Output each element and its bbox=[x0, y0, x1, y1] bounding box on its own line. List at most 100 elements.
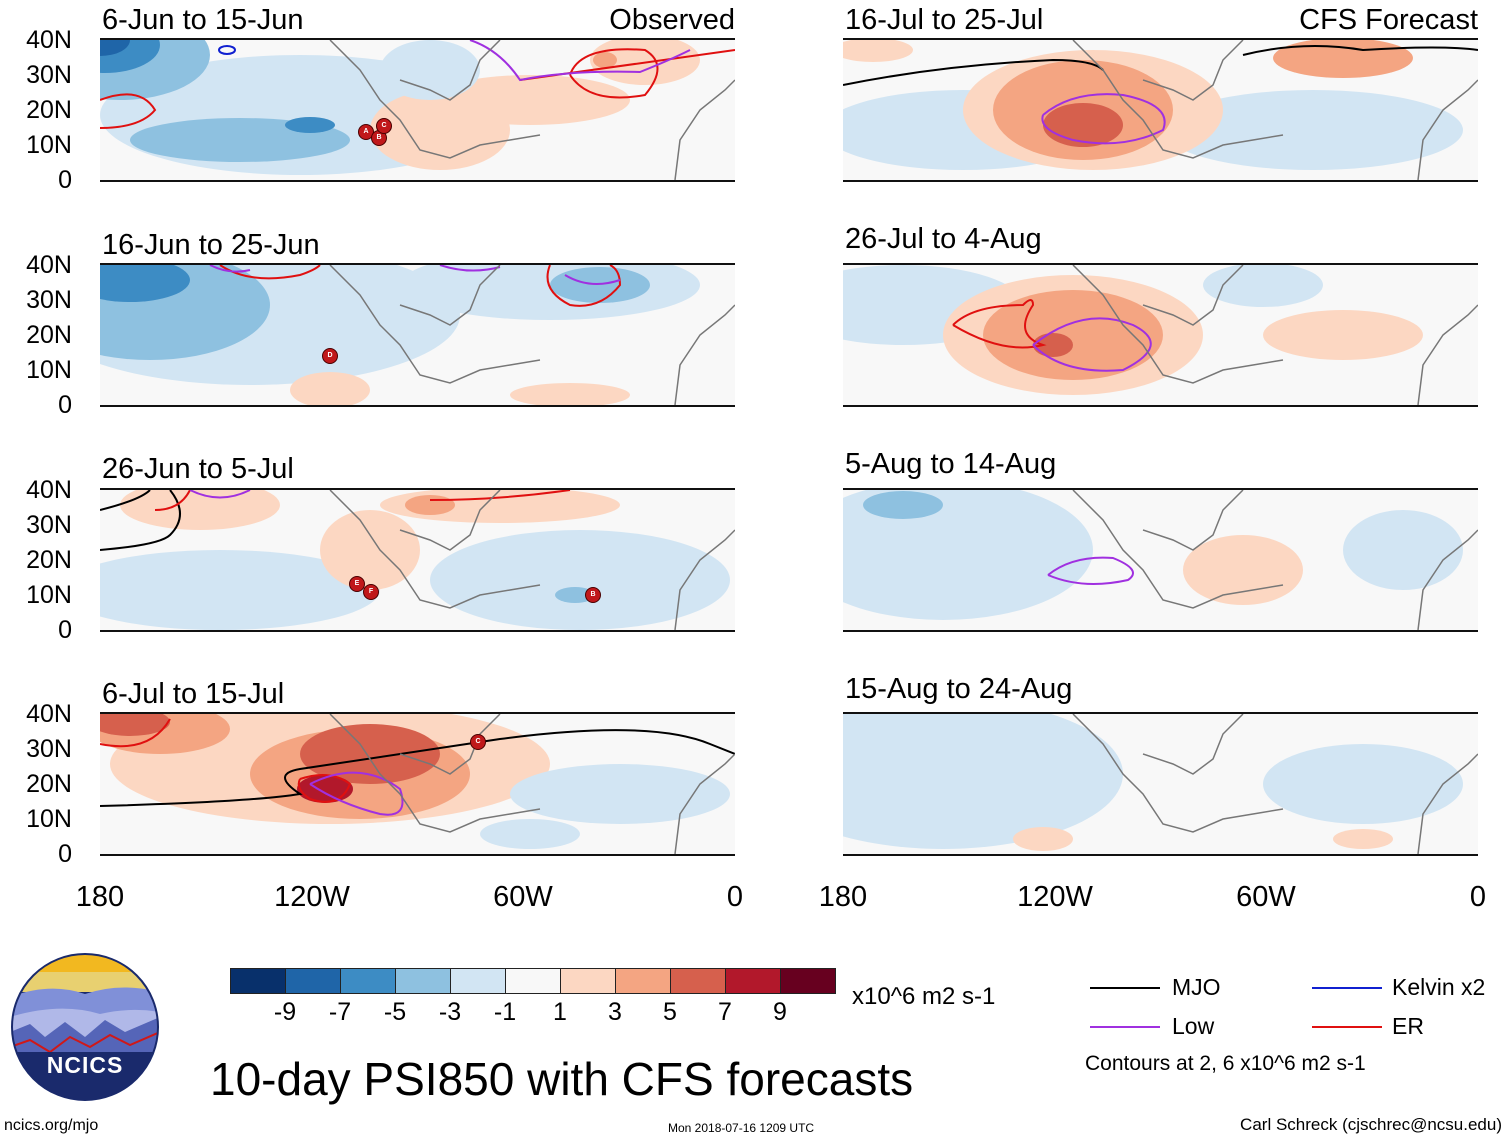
map-panel-5 bbox=[843, 38, 1478, 182]
colorbar bbox=[230, 968, 836, 994]
panel-title-2: 16-Jun to 25-Jun bbox=[102, 229, 320, 261]
lon-label: 180 bbox=[818, 881, 868, 913]
lat-label: 0 bbox=[58, 840, 72, 868]
lat-label: 30N bbox=[26, 735, 72, 763]
storm-marker: E bbox=[349, 576, 365, 592]
panel-title-3: 26-Jun to 5-Jul bbox=[102, 453, 294, 485]
lat-axis-2: 40N 30N 20N 10N 0 bbox=[0, 251, 72, 418]
lat-label: 40N bbox=[26, 700, 72, 728]
colorbar-tick: 1 bbox=[553, 998, 567, 1026]
footer-url: ncics.org/mjo bbox=[4, 1117, 99, 1134]
colorbar-tick: 5 bbox=[663, 998, 677, 1026]
panel-title-8: 15-Aug to 24-Aug bbox=[845, 673, 1073, 705]
colorbar-swatch bbox=[286, 969, 341, 993]
map-field-8 bbox=[843, 714, 1478, 854]
colorbar-swatch bbox=[781, 969, 835, 993]
ncics-logo-icon bbox=[11, 953, 159, 1101]
colorbar-swatch bbox=[341, 969, 396, 993]
legend-mjo-label: MJO bbox=[1172, 974, 1221, 1000]
colorbar-tick: -3 bbox=[438, 998, 462, 1026]
legend-kelvin-label: Kelvin x2 bbox=[1392, 974, 1486, 1000]
lat-label: 0 bbox=[58, 616, 72, 644]
lat-label: 40N bbox=[26, 26, 72, 54]
legend-low-label: Low bbox=[1172, 1013, 1215, 1039]
map-field-6 bbox=[843, 265, 1478, 405]
colorbar-swatch bbox=[671, 969, 726, 993]
lon-label: 0 bbox=[1469, 881, 1487, 913]
lat-label: 20N bbox=[26, 321, 72, 349]
panel-title-6: 26-Jul to 4-Aug bbox=[845, 223, 1042, 255]
colorbar-tick: -5 bbox=[383, 998, 407, 1026]
storm-marker: F bbox=[363, 584, 379, 600]
colorbar-swatch bbox=[561, 969, 616, 993]
legend-er-line bbox=[1312, 1026, 1382, 1028]
lat-label: 30N bbox=[26, 511, 72, 539]
legend-low-line bbox=[1090, 1026, 1160, 1028]
colorbar-swatch bbox=[451, 969, 506, 993]
map-field-1 bbox=[100, 40, 735, 180]
map-panel-4 bbox=[100, 712, 735, 856]
lon-label: 60W bbox=[1236, 881, 1296, 913]
lat-label: 0 bbox=[58, 391, 72, 419]
panel-title-4: 6-Jul to 15-Jul bbox=[102, 678, 285, 710]
lon-label: 0 bbox=[726, 881, 744, 913]
colorbar-tick: -1 bbox=[493, 998, 517, 1026]
logo-text: NCICS bbox=[46, 1052, 124, 1078]
colorbar-swatch bbox=[726, 969, 781, 993]
panel-title-7: 5-Aug to 14-Aug bbox=[845, 448, 1057, 480]
ncics-logo: NCICS bbox=[10, 952, 160, 1102]
map-field-5 bbox=[843, 40, 1478, 180]
lat-label: 10N bbox=[26, 131, 72, 159]
legend-er-label: ER bbox=[1392, 1013, 1424, 1039]
storm-marker: D bbox=[322, 348, 338, 364]
map-field-4 bbox=[100, 714, 735, 854]
colorbar-swatch bbox=[616, 969, 671, 993]
map-field-7 bbox=[843, 490, 1478, 630]
storm-marker: C bbox=[470, 734, 486, 750]
footer-timestamp: Mon 2018-07-16 1209 UTC bbox=[668, 1121, 815, 1135]
legend-kelvin-line bbox=[1312, 987, 1382, 989]
colorbar-tick: 3 bbox=[608, 998, 622, 1026]
map-panel-6 bbox=[843, 263, 1478, 407]
map-panel-3 bbox=[100, 488, 735, 632]
lat-label: 40N bbox=[26, 251, 72, 279]
lon-label: 120W bbox=[1017, 881, 1093, 913]
map-panel-7 bbox=[843, 488, 1478, 632]
lat-axis-4: 40N 30N 20N 10N 0 bbox=[0, 700, 72, 867]
map-panel-2 bbox=[100, 263, 735, 407]
footer-author: Carl Schreck (cjschrec@ncsu.edu) bbox=[1240, 1115, 1502, 1134]
lat-label: 30N bbox=[26, 61, 72, 89]
lon-label: 180 bbox=[75, 881, 125, 913]
map-field-3 bbox=[100, 490, 735, 630]
legend-mjo-line bbox=[1090, 987, 1160, 989]
panel-title-5: 16-Jul to 25-Jul bbox=[845, 4, 1044, 36]
lat-label: 30N bbox=[26, 286, 72, 314]
panel-label-observed: Observed bbox=[609, 4, 735, 36]
panel-label-cfs-forecast: CFS Forecast bbox=[1299, 4, 1478, 36]
lat-label: 10N bbox=[26, 356, 72, 384]
colorbar-tick: -9 bbox=[273, 998, 297, 1026]
lat-axis-3: 40N 30N 20N 10N 0 bbox=[0, 476, 72, 643]
storm-marker: C bbox=[376, 118, 392, 134]
lat-axis-1: 40N 30N 20N 10N 0 bbox=[0, 26, 72, 193]
map-panel-1 bbox=[100, 38, 735, 182]
map-panel-8 bbox=[843, 712, 1478, 856]
lat-label: 10N bbox=[26, 805, 72, 833]
colorbar-units: x10^6 m2 s-1 bbox=[852, 983, 996, 1010]
storm-marker: B bbox=[585, 587, 601, 603]
lat-label: 40N bbox=[26, 476, 72, 504]
lon-label: 120W bbox=[274, 881, 350, 913]
lat-label: 20N bbox=[26, 770, 72, 798]
lat-label: 10N bbox=[26, 581, 72, 609]
colorbar-swatch bbox=[506, 969, 561, 993]
figure-title: 10-day PSI850 with CFS forecasts bbox=[210, 1053, 914, 1105]
lat-label: 0 bbox=[58, 166, 72, 194]
colorbar-tick: 7 bbox=[718, 998, 732, 1026]
map-field-2 bbox=[100, 265, 735, 405]
lat-label: 20N bbox=[26, 96, 72, 124]
contours-note: Contours at 2, 6 x10^6 m2 s-1 bbox=[1085, 1052, 1366, 1075]
colorbar-tick: 9 bbox=[773, 998, 787, 1026]
colorbar-swatch bbox=[396, 969, 451, 993]
lon-label: 60W bbox=[493, 881, 553, 913]
panel-title-1: 6-Jun to 15-Jun bbox=[102, 4, 304, 36]
